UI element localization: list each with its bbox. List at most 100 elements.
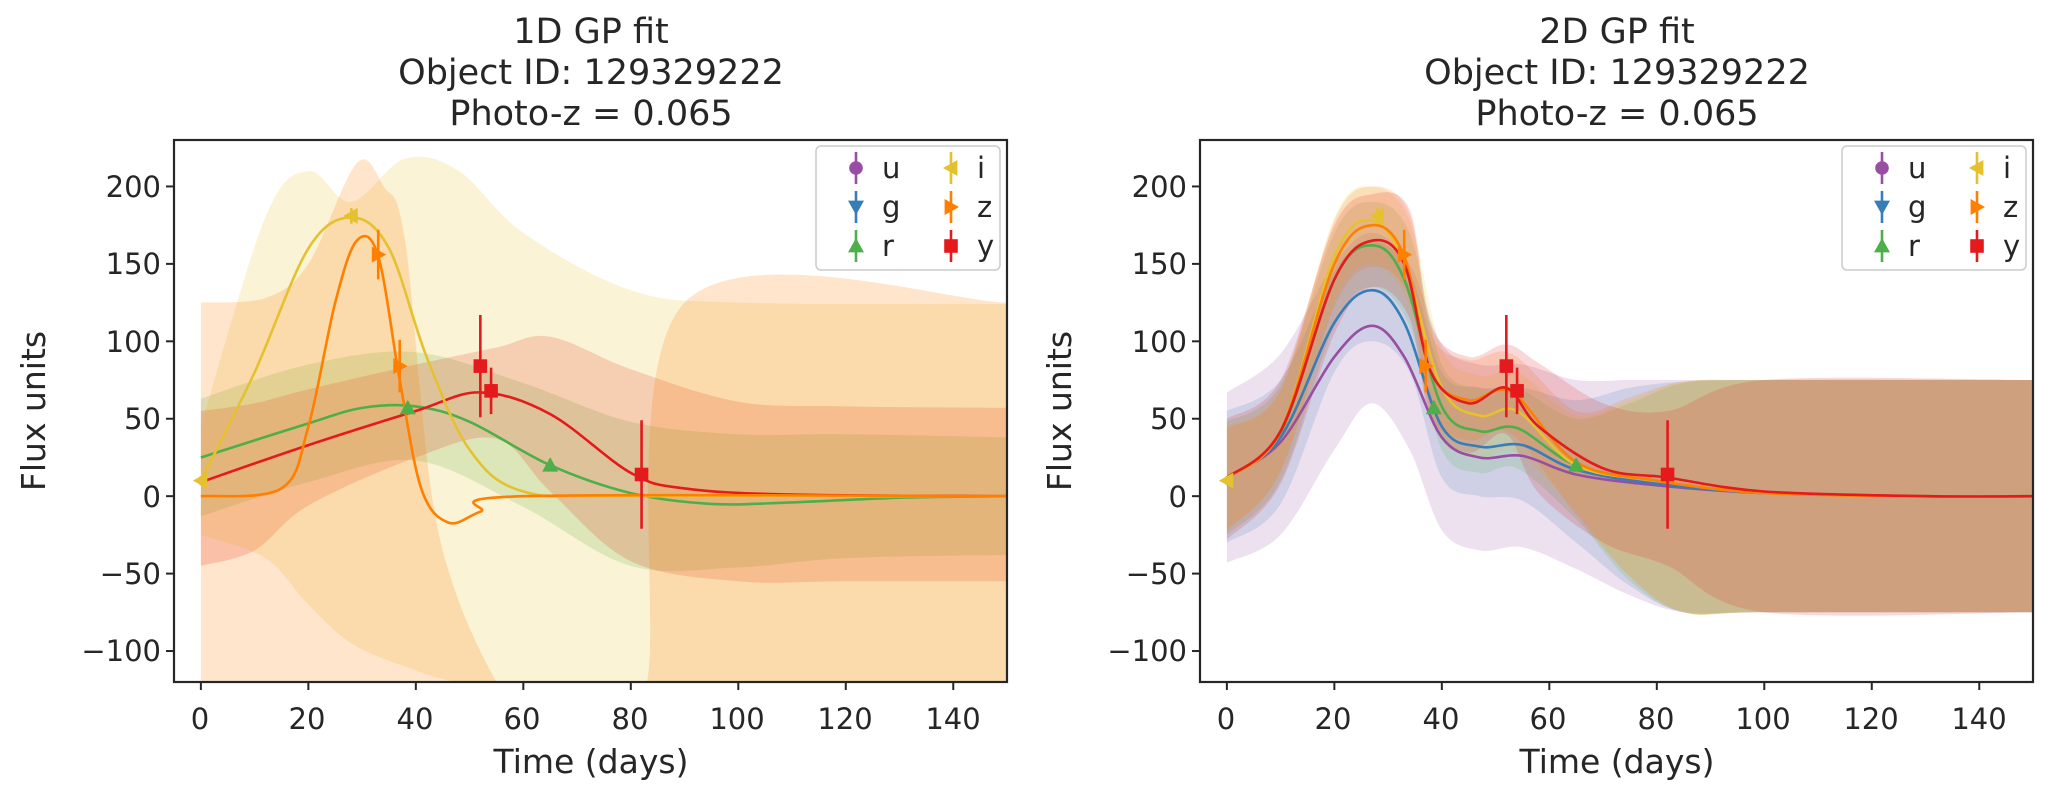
left-points-layer	[192, 207, 649, 529]
right-legend-marker-g	[1874, 200, 1890, 215]
left-legend-marker-g	[848, 200, 864, 215]
left-ytick-label-0: 0	[143, 480, 161, 514]
right-legend-label-z: z	[2003, 190, 2018, 224]
left-x-axis-label: Time (days)	[493, 742, 689, 781]
left-panel: 1D GP fit Object ID: 129329222 Photo-z =…	[14, 12, 1009, 781]
right-legend-box	[1841, 145, 2027, 271]
right-legend-marker-r	[1874, 238, 1890, 253]
left-point-i-0	[192, 472, 208, 489]
right-legend-label-g: g	[1908, 190, 1926, 224]
left-ytick-label-m100: −100	[81, 634, 161, 668]
right-band-z	[1226, 186, 2033, 615]
left-legend-label-r: r	[882, 229, 894, 263]
left-curve-r	[200, 403, 1007, 506]
left-legend-label-y: y	[977, 229, 994, 263]
left-ytick-label-100: 100	[106, 325, 161, 359]
left-tick-marks	[166, 185, 955, 690]
right-xtick-label-40: 40	[1423, 702, 1460, 736]
right-xtick-label-140: 140	[1951, 702, 2006, 736]
right-ytick-label-50: 50	[1150, 402, 1187, 436]
right-y-axis-label: Flux units	[1040, 331, 1079, 491]
right-title-line-1: 2D GP fit	[1539, 12, 1694, 52]
left-y-axis-label: Flux units	[14, 331, 53, 491]
left-xtick-label-140: 140	[925, 702, 980, 736]
right-tick-marks	[1192, 185, 1981, 690]
left-xtick-label-40: 40	[397, 702, 434, 736]
left-curves-layer	[199, 216, 1007, 525]
right-point-r-1	[1568, 457, 1585, 472]
right-point-y-2	[1660, 467, 1675, 482]
right-legend-marker-i	[1969, 160, 1984, 176]
right-bands-layer	[1226, 186, 2033, 616]
left-xtick-label-80: 80	[612, 702, 649, 736]
left-ytick-label-50: 50	[124, 402, 161, 436]
left-point-i-1	[343, 207, 358, 224]
right-ytick-label-m50: −50	[1126, 557, 1187, 591]
left-legend-label-u: u	[882, 151, 900, 185]
left-point-y-1	[484, 384, 498, 398]
right-band-i	[1226, 186, 2033, 615]
left-legend: u g r i z y	[815, 145, 1001, 271]
left-xtick-label-60: 60	[504, 702, 541, 736]
right-panel: 2D GP fit Object ID: 129329222 Photo-z =…	[1040, 12, 2035, 781]
right-point-y-1	[1510, 384, 1524, 398]
right-point-i-0	[1218, 472, 1234, 489]
right-legend-marker-z	[1970, 199, 1985, 215]
right-xtick-label-0: 0	[1217, 702, 1235, 736]
right-legend-marker-u	[1875, 161, 1889, 175]
left-legend-markers	[848, 152, 959, 262]
left-point-r-1	[542, 457, 559, 472]
left-plot-area	[192, 156, 1007, 682]
right-legend-markers	[1874, 152, 1985, 262]
right-ytick-label-m100: −100	[1107, 634, 1187, 668]
left-axes-frame	[172, 138, 1009, 684]
left-legend-box	[815, 145, 1001, 271]
right-band-u	[1226, 232, 2033, 614]
right-curve-y	[1226, 238, 2033, 498]
left-band-z	[200, 159, 1007, 682]
left-legend-label-z: z	[977, 190, 992, 224]
right-xtick-label-60: 60	[1530, 702, 1567, 736]
right-ytick-label-150: 150	[1132, 247, 1187, 281]
left-bands-layer	[200, 156, 1007, 682]
left-xtick-label-100: 100	[709, 702, 764, 736]
right-x-axis-label: Time (days)	[1519, 742, 1715, 781]
right-xtick-label-120: 120	[1843, 702, 1898, 736]
right-ytick-label-100: 100	[1132, 325, 1187, 359]
left-title-line-1: 1D GP fit	[513, 12, 668, 52]
left-legend-label-g: g	[882, 190, 900, 224]
right-point-r-0	[1425, 399, 1442, 415]
left-ytick-label-150: 150	[106, 247, 161, 281]
right-points-layer	[1218, 207, 1675, 529]
right-curves-layer	[1226, 218, 2033, 498]
right-axes-frame	[1198, 138, 2035, 684]
right-legend-marker-y	[1970, 239, 1984, 253]
left-legend-label-i: i	[977, 151, 985, 185]
left-xtick-label-120: 120	[817, 702, 872, 736]
left-title-line-3: Photo-z = 0.065	[449, 94, 732, 134]
right-legend: u g r i z y	[1841, 145, 2027, 271]
right-legend-label-y: y	[2003, 229, 2020, 263]
right-band-r	[1226, 201, 2033, 615]
right-band-y	[1226, 192, 2033, 616]
right-xtick-label-20: 20	[1315, 702, 1352, 736]
right-title-line-3: Photo-z = 0.065	[1475, 94, 1758, 134]
right-title-line-2: Object ID: 129329222	[1424, 53, 1810, 93]
right-band-g	[1226, 240, 2033, 615]
left-legend-marker-y	[944, 239, 958, 253]
left-xtick-label-20: 20	[289, 702, 326, 736]
left-point-r-0	[399, 399, 416, 415]
right-plot-area	[1218, 186, 2033, 616]
right-legend-label-u: u	[1908, 151, 1926, 185]
right-ytick-label-0: 0	[1169, 480, 1187, 514]
left-point-y-2	[634, 467, 649, 482]
left-band-i	[200, 156, 1007, 682]
right-legend-label-r: r	[1908, 229, 1920, 263]
left-ytick-label-200: 200	[106, 170, 161, 204]
left-point-z-0	[371, 246, 387, 263]
left-xtick-label-0: 0	[191, 702, 209, 736]
left-point-z-1	[393, 358, 408, 375]
right-point-z-1	[1419, 358, 1434, 375]
right-xtick-label-80: 80	[1638, 702, 1675, 736]
